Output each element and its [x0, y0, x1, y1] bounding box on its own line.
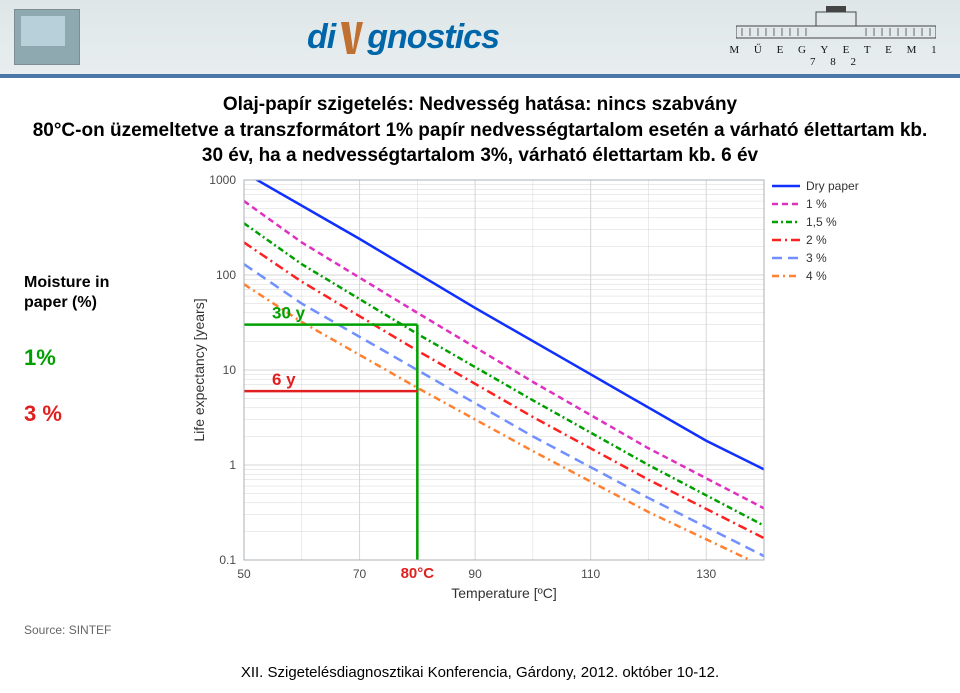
- svg-text:2 %: 2 %: [806, 233, 827, 247]
- title-l2b: 1% papír nedvességtartalom: [386, 120, 644, 141]
- svg-text:110: 110: [581, 567, 600, 581]
- svg-text:6 y: 6 y: [272, 370, 296, 389]
- svg-text:Temperature [ºC]: Temperature [ºC]: [451, 585, 557, 601]
- title-l2d: 30 év,: [202, 145, 253, 166]
- moisture-label-text: Moisture in paper (%): [24, 274, 109, 311]
- svg-text:0.1: 0.1: [219, 553, 236, 567]
- svg-text:3 %: 3 %: [806, 251, 827, 265]
- svg-text:Dry paper: Dry paper: [806, 179, 859, 193]
- title-l2e: ha a nedvességtartalom: [253, 145, 480, 166]
- svg-text:4 %: 4 %: [806, 269, 827, 283]
- svg-text:90: 90: [468, 567, 482, 581]
- chart-source: Source: SINTEF: [24, 623, 111, 637]
- svg-text:130: 130: [696, 567, 716, 581]
- logo-left: di: [307, 18, 335, 57]
- moisture-label: Moisture in paper (%): [24, 273, 109, 313]
- moisture-1pct: 1%: [24, 345, 56, 371]
- svg-text:1 %: 1 %: [806, 197, 827, 211]
- svg-text:100: 100: [216, 268, 236, 282]
- university-text: M Ű E G Y E T E M 1 7 8 2: [726, 44, 946, 68]
- title-line-1: Olaj-papír szigetelés: Nedvesség hatása:…: [223, 94, 737, 115]
- title-l2g: várható élettartam kb.: [513, 145, 721, 166]
- logo-right: gnostics: [367, 18, 499, 57]
- university-logo: M Ű E G Y E T E M 1 7 8 2: [726, 6, 946, 68]
- svg-text:10: 10: [223, 363, 237, 377]
- moisture-3pct: 3 %: [24, 401, 62, 427]
- slide-title: Olaj-papír szigetelés: Nedvesség hatása:…: [0, 92, 960, 169]
- university-building-icon: [736, 6, 936, 42]
- page-header: di gnostics M Ű E G Y E T E M 1 7 8 2: [0, 0, 960, 78]
- title-l2a: 80°C-on üzemeltetve a transzformátort: [33, 120, 386, 141]
- svg-text:1: 1: [229, 458, 236, 472]
- logo-caliper-icon: [337, 20, 365, 54]
- page-footer: XII. Szigetelésdiagnosztikai Konferencia…: [0, 664, 960, 681]
- svg-text:1000: 1000: [209, 173, 236, 187]
- chart-plot: 0.11101001000507090110130Temperature [ºC…: [186, 170, 884, 611]
- svg-text:50: 50: [237, 567, 251, 581]
- title-l2c: esetén a várható élettartam kb.: [643, 120, 927, 141]
- svg-text:Life expectancy [years]: Life expectancy [years]: [191, 298, 207, 441]
- header-photo: [14, 9, 80, 65]
- svg-text:80°C: 80°C: [401, 565, 435, 582]
- svg-text:30 y: 30 y: [272, 304, 306, 323]
- svg-text:1,5 %: 1,5 %: [806, 215, 837, 229]
- page-root: di gnostics M Ű E G Y E T E M 1 7 8 2 Ol…: [0, 0, 960, 693]
- title-l2h: 6 év: [721, 145, 758, 166]
- brand-logo: di gnostics: [307, 18, 499, 57]
- life-expectancy-chart: 0.11101001000507090110130Temperature [ºC…: [186, 170, 884, 606]
- title-l2f: 3%,: [480, 145, 513, 166]
- svg-text:70: 70: [353, 567, 367, 581]
